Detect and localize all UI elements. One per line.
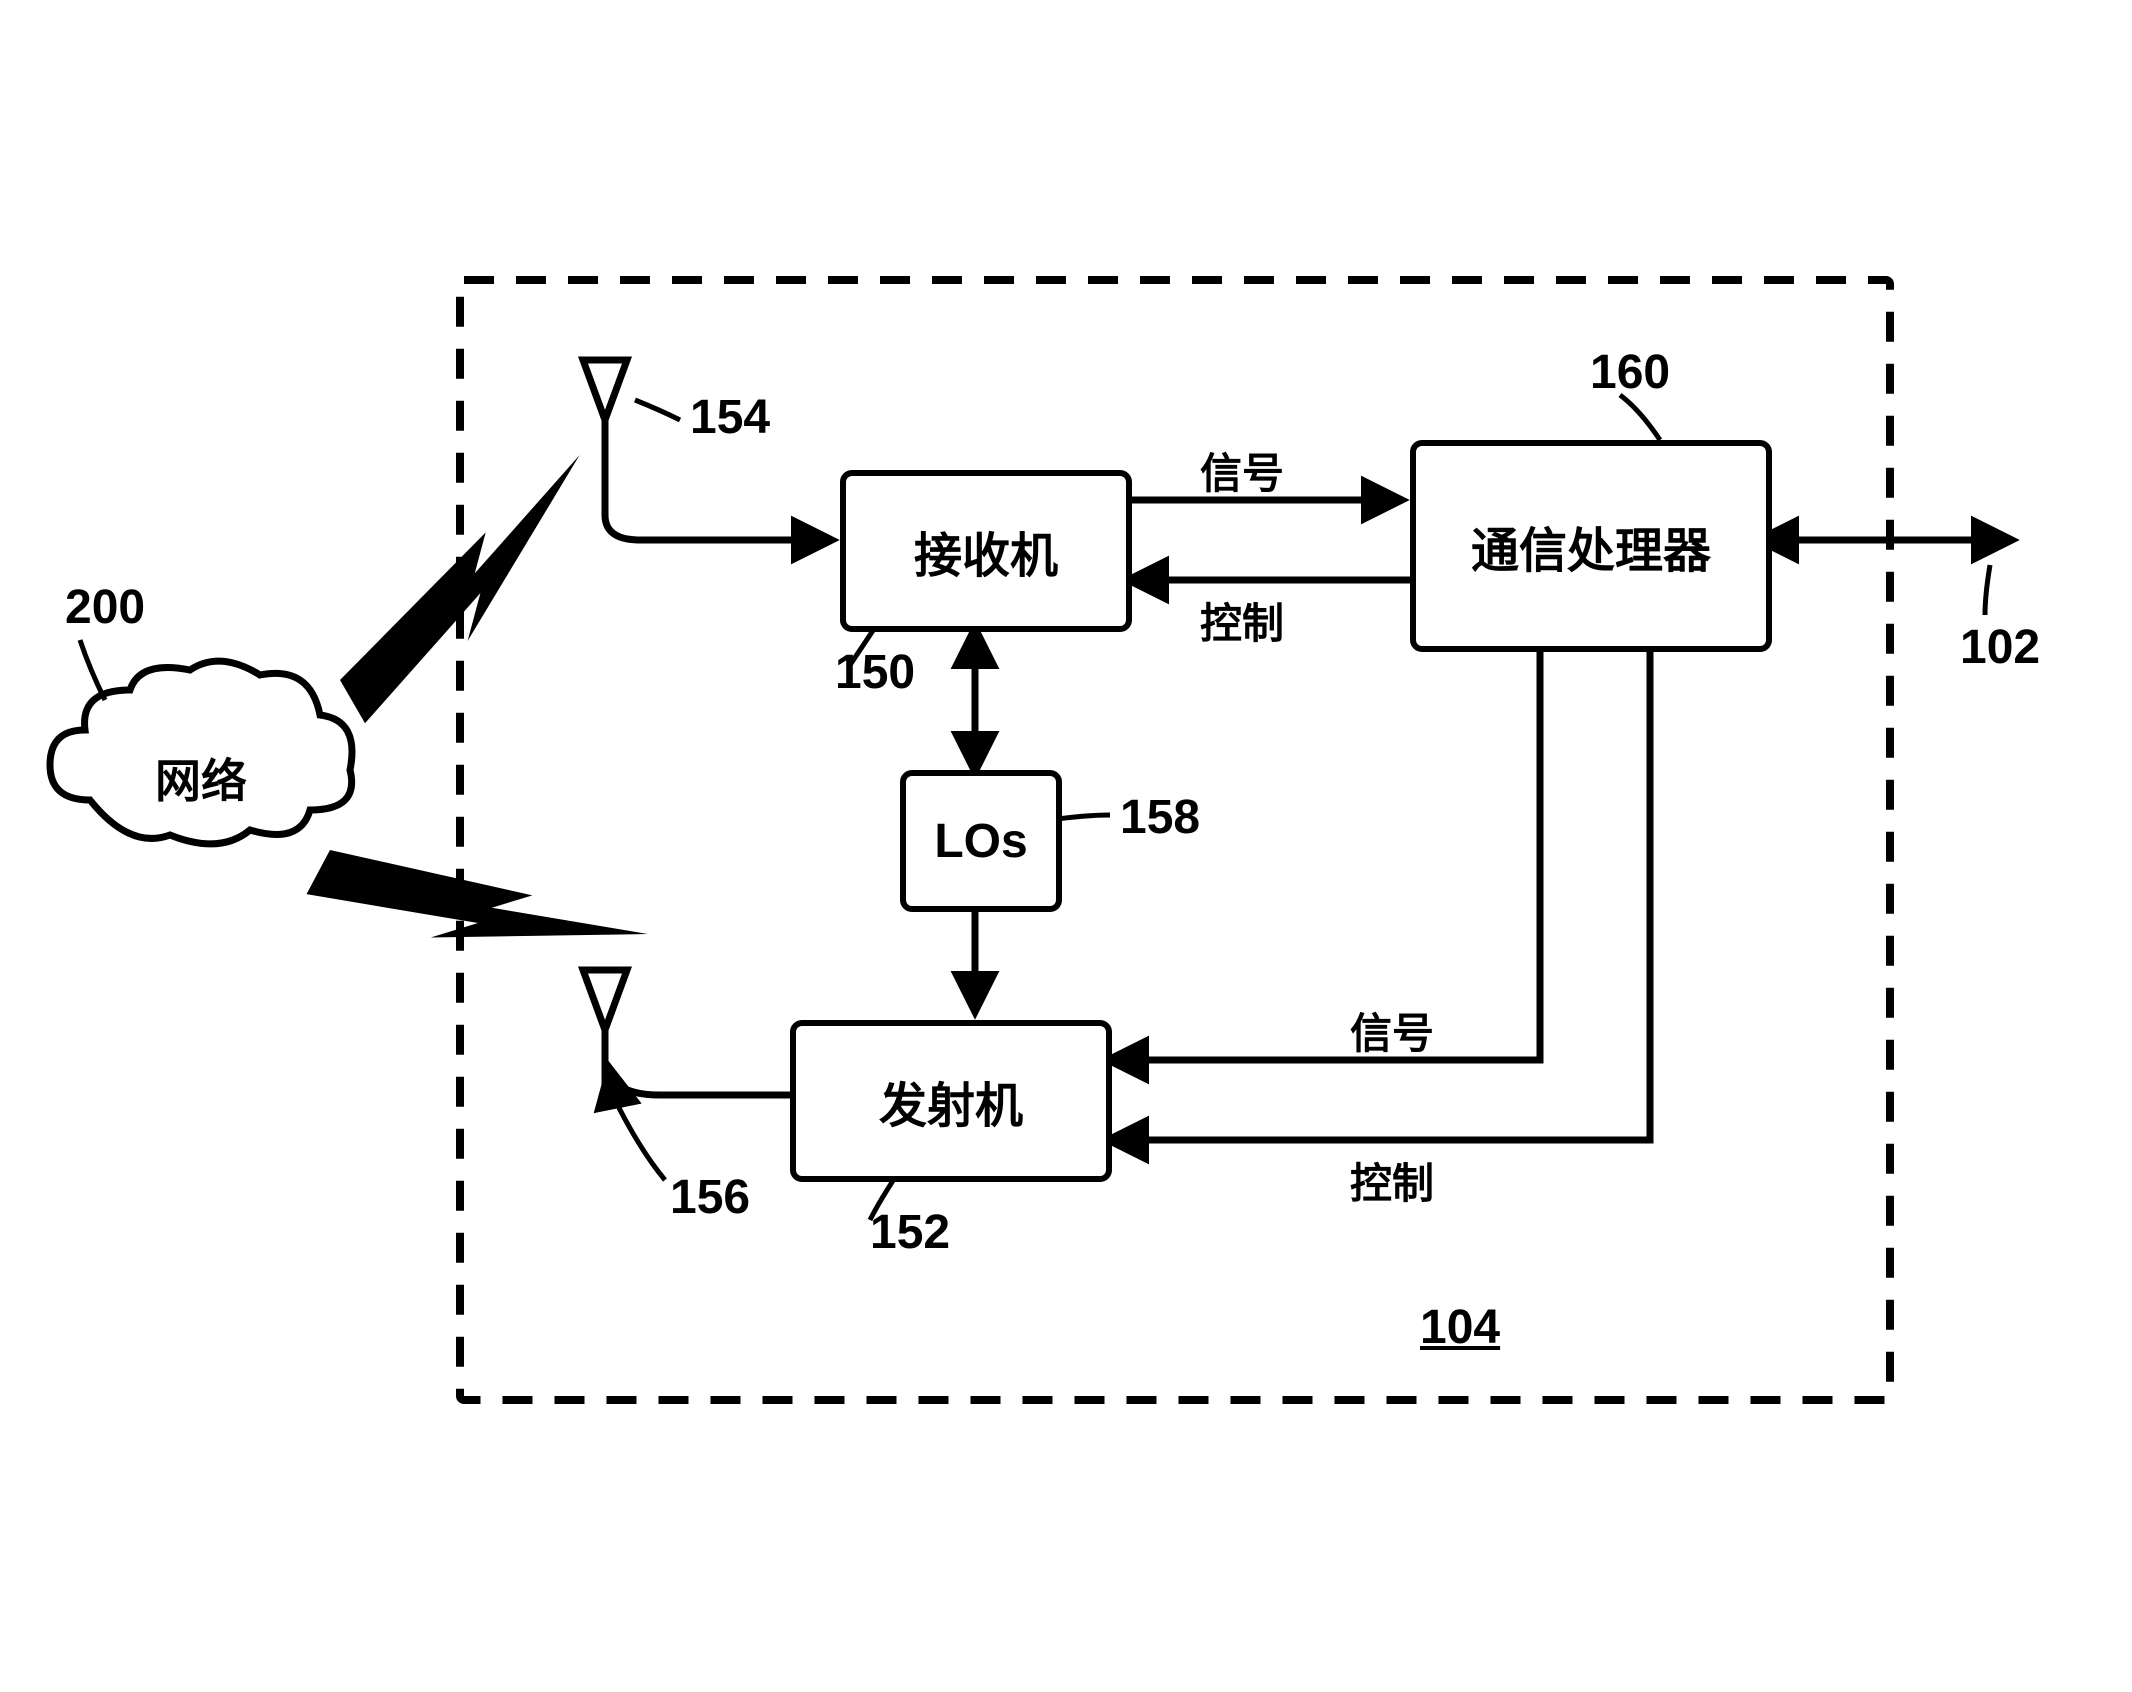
tx-antenna [583,970,627,1100]
leader-156 [615,1100,665,1180]
ref-104: 104 [1420,1300,1500,1355]
cloud-label: 网络 [155,745,247,811]
ref-158: 158 [1120,790,1200,845]
los-block: LOs [900,770,1062,912]
ref-102: 102 [1960,620,2040,675]
lightning-rx [303,455,643,723]
ref-200: 200 [65,580,145,635]
los-label: LOs [934,814,1027,869]
ref-154: 154 [690,390,770,445]
diagram-canvas: 接收机 发射机 LOs 通信处理器 网络 信号 控制 信号 控制 200 154… [0,0,2132,1692]
ref-160: 160 [1590,345,1670,400]
ant-rx-to-receiver [605,515,830,540]
ref-156: 156 [670,1170,750,1225]
signal-label-tx: 信号 [1350,1000,1434,1061]
ref-152: 152 [870,1205,950,1260]
transmitter-block: 发射机 [790,1020,1112,1182]
rx-antenna [583,360,627,515]
processor-label: 通信处理器 [1471,511,1711,581]
receiver-block: 接收机 [840,470,1132,632]
receiver-label: 接收机 [914,516,1058,586]
proc-to-tx-control [1110,640,1650,1140]
lightning-tx [307,784,648,1045]
leader-102 [1985,565,1990,615]
signal-label-rx: 信号 [1200,440,1284,501]
connections-layer [0,0,2132,1692]
processor-block: 通信处理器 [1410,440,1772,652]
leader-160 [1620,395,1660,440]
leader-154 [635,400,680,420]
control-label-tx: 控制 [1350,1150,1434,1211]
control-label-rx: 控制 [1200,590,1284,651]
tx-to-ant [610,1070,790,1095]
proc-to-tx-signal [1110,640,1540,1060]
leader-200 [80,640,105,700]
transmitter-label: 发射机 [879,1066,1023,1136]
ref-150: 150 [835,645,915,700]
